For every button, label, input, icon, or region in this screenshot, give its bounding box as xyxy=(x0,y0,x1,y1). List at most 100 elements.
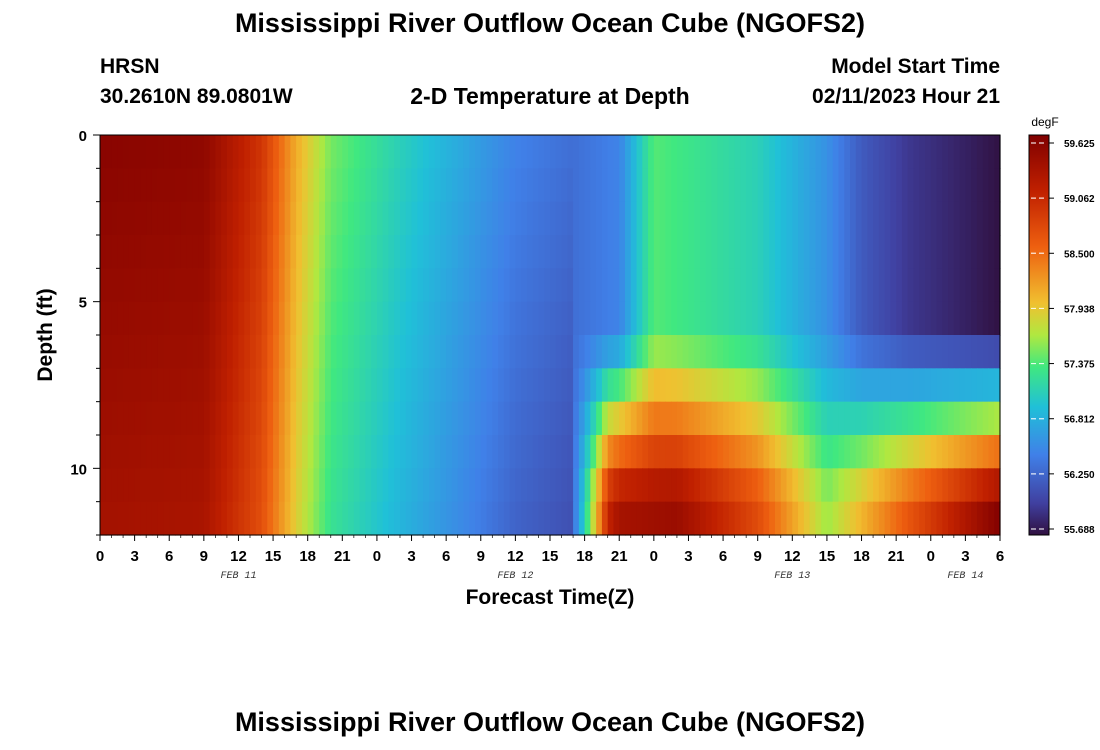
heatmap-cell xyxy=(855,468,863,503)
heatmap-cell xyxy=(469,335,476,369)
heatmap-cell xyxy=(405,368,413,403)
heatmap-cell xyxy=(682,501,690,536)
heatmap-cell xyxy=(526,168,534,203)
heatmap-cell xyxy=(446,468,453,503)
heatmap-cell xyxy=(832,301,840,336)
heatmap-cell xyxy=(538,168,545,203)
heatmap-cell xyxy=(353,501,361,536)
heatmap-cell xyxy=(740,501,747,536)
heatmap-cell xyxy=(913,301,920,336)
heatmap-cell xyxy=(284,435,291,469)
heatmap-cell xyxy=(451,135,459,169)
heatmap-cell xyxy=(105,168,113,203)
heatmap-cell xyxy=(100,268,107,303)
heatmap-cell xyxy=(584,168,591,203)
heatmap-cell xyxy=(567,368,574,403)
heatmap-cell xyxy=(198,435,205,469)
heatmap-cell xyxy=(192,235,199,269)
heatmap-cell xyxy=(734,168,741,203)
heatmap-cell xyxy=(538,501,545,536)
heatmap-cell xyxy=(567,168,574,203)
heatmap-cell xyxy=(290,201,297,236)
heatmap-cell xyxy=(717,468,724,503)
heatmap-cell xyxy=(919,335,926,369)
heatmap-cell xyxy=(498,435,505,469)
heatmap-cell xyxy=(134,168,141,203)
heatmap-cell xyxy=(850,368,857,403)
heatmap-cell xyxy=(653,168,661,203)
heatmap-cell xyxy=(873,135,880,169)
heatmap-cell xyxy=(296,168,303,203)
heatmap-cell xyxy=(105,435,113,469)
heatmap-cell xyxy=(440,368,447,403)
heatmap-cell xyxy=(290,135,297,169)
heatmap-cell xyxy=(665,501,672,536)
heatmap-cell xyxy=(740,201,747,236)
heatmap-cell xyxy=(538,135,545,169)
heatmap-cell xyxy=(134,501,141,536)
heatmap-cell xyxy=(976,135,984,169)
heatmap-cell xyxy=(740,135,747,169)
heatmap-cell xyxy=(480,201,488,236)
heatmap-cell xyxy=(163,468,170,503)
x-tick-label: 21 xyxy=(888,548,905,565)
heatmap-cell xyxy=(400,368,407,403)
heatmap-cell xyxy=(948,168,955,203)
heatmap-cell xyxy=(451,468,459,503)
heatmap-cell xyxy=(648,235,655,269)
heatmap-cell xyxy=(734,268,741,303)
heatmap-cell xyxy=(203,435,211,469)
heatmap-cell xyxy=(209,301,216,336)
heatmap-cell xyxy=(146,435,153,469)
heatmap-cell xyxy=(844,468,851,503)
heatmap-cell xyxy=(982,268,990,303)
heatmap-cell xyxy=(480,368,488,403)
heatmap-cell xyxy=(175,368,182,403)
heatmap-cell xyxy=(405,168,413,203)
heatmap-cell xyxy=(596,201,603,236)
heatmap-cell xyxy=(290,435,297,469)
heatmap-cell xyxy=(930,401,938,436)
heatmap-cell xyxy=(521,435,528,469)
heatmap-cell xyxy=(267,435,274,469)
heatmap-cell xyxy=(567,435,574,469)
heatmap-cell xyxy=(255,301,263,336)
heatmap-cell xyxy=(896,168,903,203)
heatmap-cell xyxy=(371,268,378,303)
heatmap-cell xyxy=(861,368,868,403)
heatmap-cell xyxy=(850,501,857,536)
heatmap-cell xyxy=(700,368,707,403)
heatmap-cell xyxy=(515,301,522,336)
heatmap-cell xyxy=(492,168,499,203)
heatmap-cell xyxy=(925,335,932,369)
heatmap-cell xyxy=(111,168,118,203)
heatmap-cell xyxy=(451,201,459,236)
heatmap-cell xyxy=(180,468,188,503)
heatmap-cell xyxy=(700,335,707,369)
heatmap-cell xyxy=(267,168,274,203)
heatmap-cell xyxy=(261,201,268,236)
heatmap-cell xyxy=(521,168,528,203)
heatmap-cell xyxy=(255,135,263,169)
heatmap-cell xyxy=(798,401,805,436)
heatmap-cell xyxy=(648,368,655,403)
heatmap-cell xyxy=(959,401,966,436)
heatmap-cell xyxy=(405,135,413,169)
heatmap-cell xyxy=(792,501,799,536)
heatmap-cell xyxy=(700,501,707,536)
heatmap-cell xyxy=(186,368,193,403)
heatmap-cell xyxy=(128,201,136,236)
heatmap-cell xyxy=(475,235,482,269)
heatmap-cell xyxy=(994,301,1001,336)
heatmap-cell xyxy=(128,435,136,469)
heatmap-cell xyxy=(832,368,840,403)
station-coords: 30.2610N 89.0801W xyxy=(100,85,293,108)
heatmap-cell xyxy=(896,335,903,369)
heatmap-cell xyxy=(676,168,684,203)
heatmap-cell xyxy=(342,268,349,303)
heatmap-cell xyxy=(475,401,482,436)
heatmap-cell xyxy=(867,368,874,403)
heatmap-cell xyxy=(890,335,897,369)
heatmap-cell xyxy=(307,301,315,336)
